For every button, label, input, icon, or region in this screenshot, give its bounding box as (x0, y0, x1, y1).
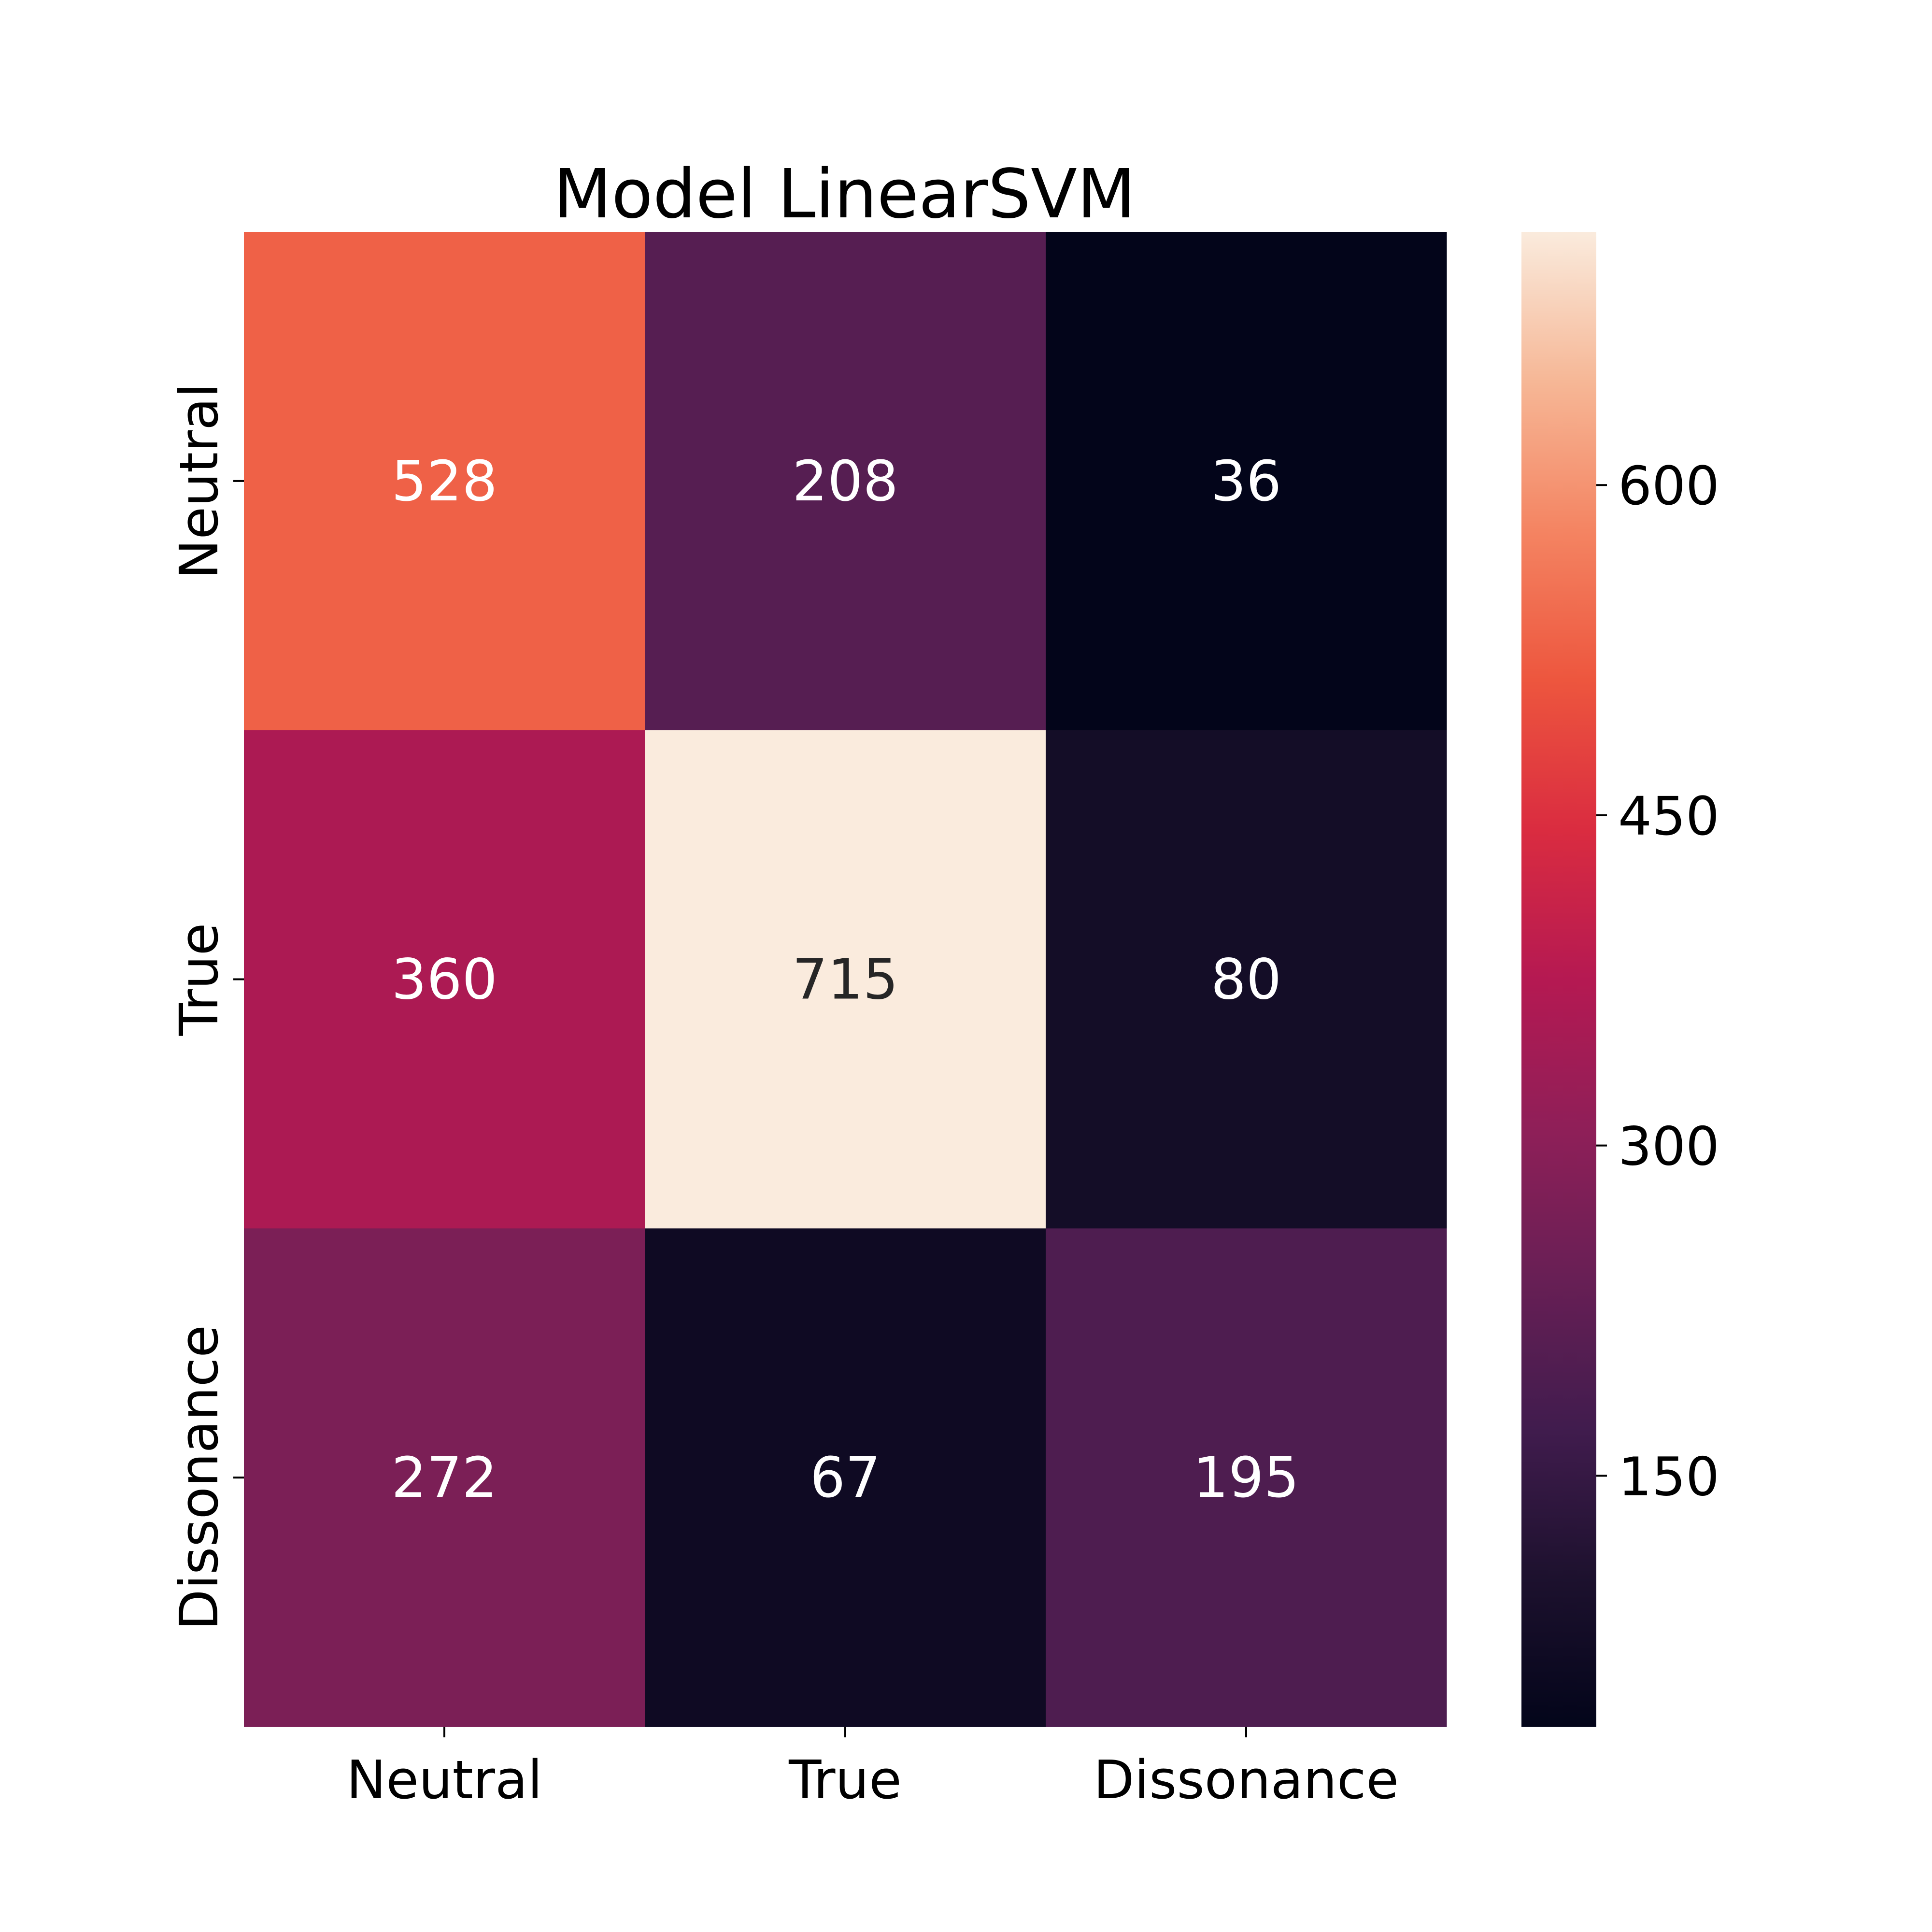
x-tick-label: True (788, 1749, 902, 1811)
colorbar-tick-label: 600 (1618, 455, 1719, 517)
heatmap-cell (645, 1228, 1046, 1727)
cell-annotations: 528 208 36 360 715 80 272 67 195 (391, 449, 1299, 1510)
heatmap-cell (1046, 730, 1447, 1229)
colorbar-tick-label: 150 (1618, 1446, 1719, 1507)
y-tick-label: Dissonance (168, 1325, 230, 1630)
x-tick-label: Dissonance (1094, 1749, 1399, 1811)
heatmap-cell (1046, 232, 1447, 731)
cell-value-label: 208 (792, 449, 898, 514)
heatmap-cell (244, 730, 645, 1229)
colorbar-tick-label: 450 (1618, 785, 1719, 847)
cell-value-label: 80 (1211, 948, 1281, 1012)
heatmap-cell (244, 1228, 645, 1727)
cell-value-label: 67 (810, 1446, 881, 1510)
heatmap-cell (1046, 1228, 1447, 1727)
y-tick-label: True (168, 923, 230, 1037)
cell-value-label: 360 (391, 948, 497, 1012)
y-axis: Neutral True Dissonance (168, 383, 244, 1630)
heatmap-cells (244, 232, 1447, 1727)
heatmap-cell (645, 232, 1046, 731)
cell-value-label: 272 (391, 1446, 497, 1510)
colorbar-ticks: 150 300 450 600 (1596, 455, 1719, 1507)
chart-title: Model LinearSVM (553, 155, 1135, 234)
cell-value-label: 195 (1193, 1446, 1299, 1510)
colorbar-tick-label: 300 (1618, 1116, 1719, 1178)
cell-value-label: 528 (391, 449, 497, 514)
x-axis: Neutral True Dissonance (346, 1727, 1399, 1811)
y-tick-label: Neutral (168, 383, 230, 579)
colorbar (1521, 232, 1596, 1727)
x-tick-label: Neutral (346, 1749, 542, 1811)
heatmap-cell (645, 730, 1046, 1229)
cell-value-label: 36 (1211, 449, 1281, 514)
cell-value-label: 715 (792, 948, 898, 1012)
heatmap-cell (244, 232, 645, 731)
